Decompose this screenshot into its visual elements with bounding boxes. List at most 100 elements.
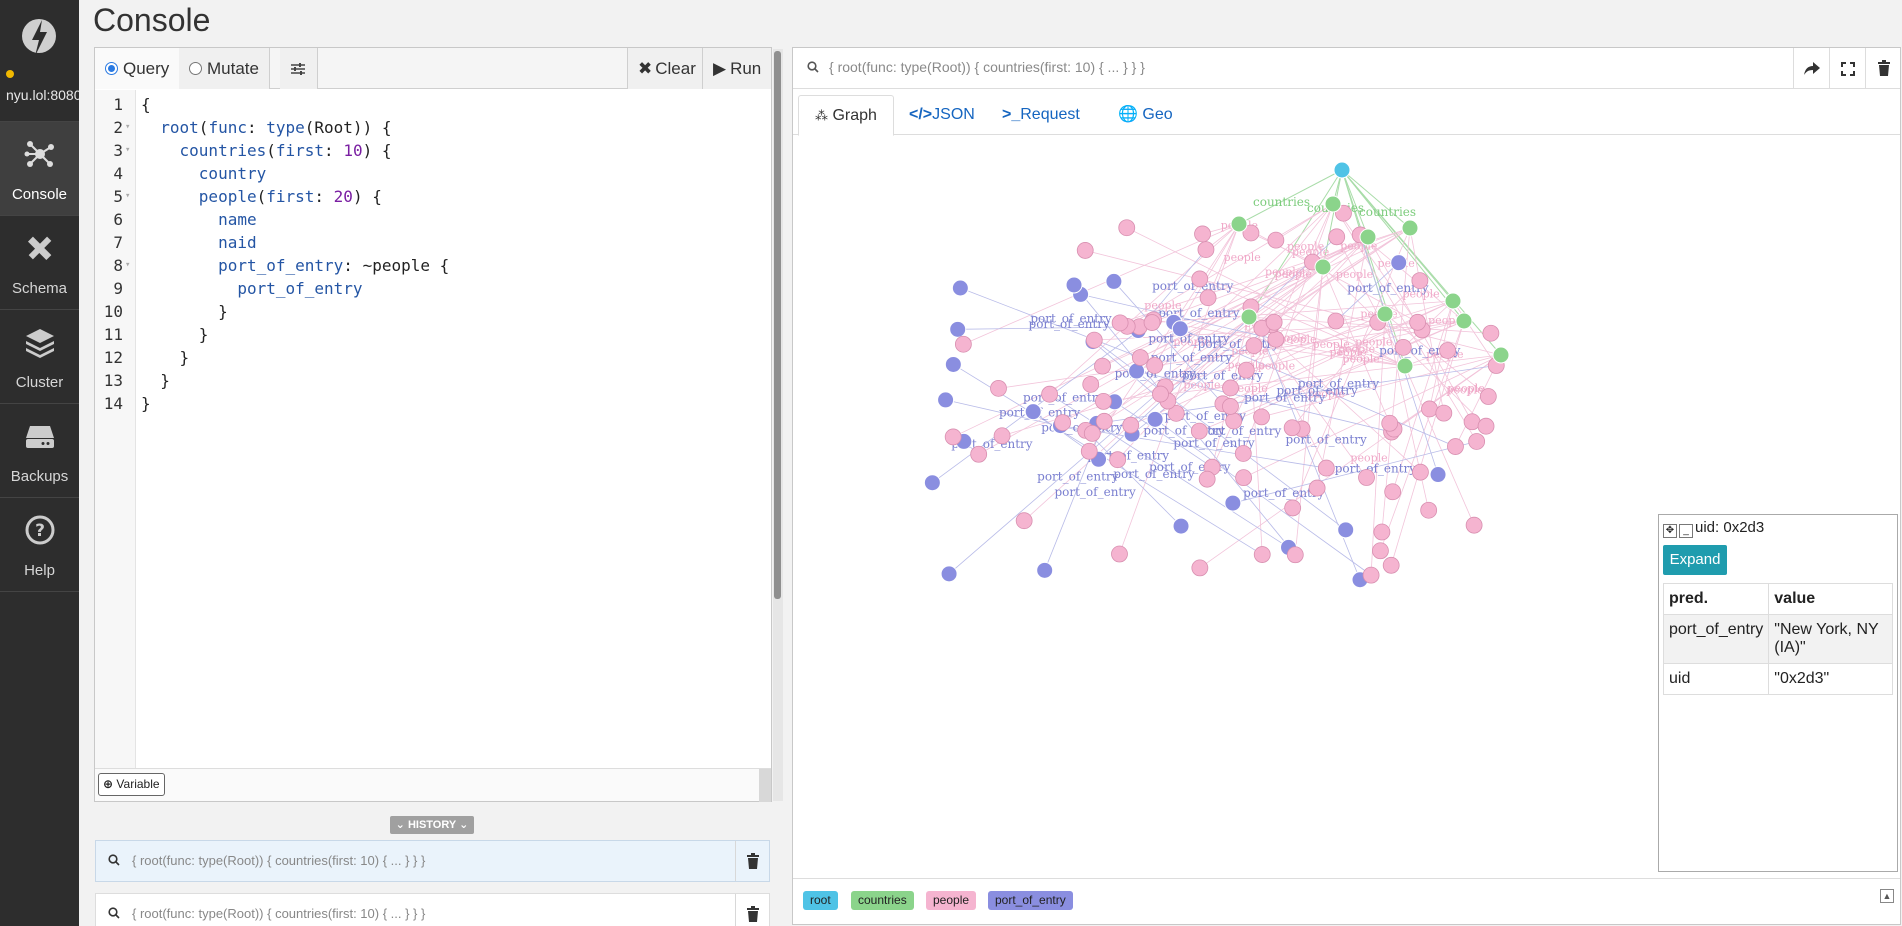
sidebar-item-cluster[interactable]: Cluster bbox=[0, 310, 79, 404]
code-line[interactable]: 4 country bbox=[95, 162, 755, 185]
code-line[interactable]: 14} bbox=[95, 392, 755, 415]
people-node[interactable] bbox=[1015, 512, 1033, 530]
country-node[interactable] bbox=[1240, 308, 1258, 326]
share-button[interactable] bbox=[1793, 48, 1829, 89]
people-node[interactable] bbox=[1286, 546, 1304, 564]
people-node[interactable] bbox=[1373, 523, 1391, 541]
people-node[interactable] bbox=[1122, 416, 1140, 434]
minimize-panel-icon[interactable]: _ bbox=[1679, 524, 1693, 538]
history-item[interactable]: { root(func: type(Root)) { countries(fir… bbox=[95, 840, 770, 882]
port-of-entry-node[interactable] bbox=[1065, 276, 1083, 294]
tab-json[interactable]: </>JSON bbox=[893, 95, 991, 136]
people-node[interactable] bbox=[1412, 463, 1429, 481]
people-node[interactable] bbox=[1190, 422, 1208, 440]
graph-canvas[interactable]: countriescountriescountriespeoplepeoplep… bbox=[793, 136, 1900, 877]
people-node[interactable] bbox=[1194, 225, 1211, 243]
port-of-entry-node[interactable] bbox=[1224, 494, 1242, 512]
port-of-entry-node[interactable] bbox=[1337, 521, 1355, 539]
port-of-entry-node[interactable] bbox=[944, 355, 962, 373]
people-node[interactable] bbox=[1242, 224, 1260, 242]
code-line[interactable]: 7 naid bbox=[95, 231, 755, 254]
fullscreen-button[interactable] bbox=[1829, 48, 1865, 89]
people-node[interactable] bbox=[1420, 501, 1438, 519]
people-node[interactable] bbox=[944, 428, 962, 446]
people-node[interactable] bbox=[1111, 314, 1129, 332]
expand-panel-icon[interactable]: ✥ bbox=[1663, 524, 1677, 538]
tab-request[interactable]: >_Request bbox=[986, 95, 1096, 136]
people-node[interactable] bbox=[954, 335, 972, 353]
people-node[interactable] bbox=[1198, 470, 1216, 488]
people-node[interactable] bbox=[1482, 324, 1500, 342]
tab-graph[interactable]: ⁂ Graph bbox=[798, 95, 894, 136]
expand-node-button[interactable]: Expand bbox=[1663, 545, 1727, 575]
mode-mutate-radio[interactable]: Mutate bbox=[179, 48, 270, 89]
fold-arrow-icon[interactable]: ▾ bbox=[125, 122, 131, 132]
people-node[interactable] bbox=[1085, 331, 1103, 349]
people-node[interactable] bbox=[1435, 404, 1453, 422]
people-node[interactable] bbox=[1237, 361, 1255, 379]
people-node[interactable] bbox=[1284, 499, 1302, 517]
people-node[interactable] bbox=[1094, 357, 1111, 375]
root-node[interactable] bbox=[1333, 161, 1351, 179]
code-line[interactable]: 1{ bbox=[95, 93, 755, 116]
people-node[interactable] bbox=[1409, 313, 1427, 331]
people-node[interactable] bbox=[1463, 413, 1481, 431]
people-node[interactable] bbox=[1362, 566, 1380, 584]
people-node[interactable] bbox=[1253, 546, 1271, 563]
people-node[interactable] bbox=[1131, 349, 1149, 366]
people-node[interactable] bbox=[1267, 231, 1285, 249]
people-node[interactable] bbox=[1479, 388, 1497, 405]
people-node[interactable] bbox=[1308, 479, 1326, 497]
port-of-entry-node[interactable] bbox=[1024, 403, 1042, 421]
people-node[interactable] bbox=[1465, 516, 1483, 534]
mode-query-radio[interactable]: Query bbox=[95, 48, 181, 89]
people-node[interactable] bbox=[1109, 451, 1127, 469]
delete-history-button[interactable] bbox=[735, 894, 769, 926]
people-node[interactable] bbox=[1447, 438, 1464, 455]
country-node[interactable] bbox=[1359, 228, 1377, 246]
people-node[interactable] bbox=[1143, 314, 1161, 331]
country-node[interactable] bbox=[1324, 195, 1342, 213]
sidebar-item-backups[interactable]: Backups bbox=[0, 404, 79, 498]
people-node[interactable] bbox=[1225, 412, 1243, 430]
people-node[interactable] bbox=[1421, 400, 1438, 418]
people-node[interactable] bbox=[1394, 338, 1412, 356]
result-query-summary[interactable]: { root(func: type(Root)) { countries(fir… bbox=[829, 59, 1145, 75]
people-node[interactable] bbox=[1222, 379, 1239, 397]
people-node[interactable] bbox=[1468, 433, 1486, 450]
sidebar-item-help[interactable]: ? Help bbox=[0, 498, 79, 592]
people-node[interactable] bbox=[1197, 241, 1215, 259]
port-of-entry-node[interactable] bbox=[949, 320, 967, 338]
people-node[interactable] bbox=[990, 379, 1007, 397]
people-node[interactable] bbox=[1384, 483, 1402, 501]
people-node[interactable] bbox=[1118, 219, 1136, 237]
editor-scrollbar[interactable] bbox=[773, 49, 783, 801]
people-node[interactable] bbox=[1439, 342, 1456, 359]
history-item[interactable]: { root(func: type(Root)) { countries(fir… bbox=[95, 893, 770, 926]
people-node[interactable] bbox=[1382, 556, 1400, 574]
port-of-entry-node[interactable] bbox=[1429, 466, 1447, 484]
country-node[interactable] bbox=[1396, 357, 1414, 375]
code-line[interactable]: 5 ▾ people(first: 20) { bbox=[95, 185, 755, 208]
country-node[interactable] bbox=[1455, 312, 1473, 330]
country-node[interactable] bbox=[1376, 305, 1394, 323]
people-node[interactable] bbox=[1372, 542, 1389, 560]
add-variable-button[interactable]: ⊕ Variable bbox=[98, 773, 165, 796]
people-node[interactable] bbox=[1041, 385, 1059, 403]
history-toggle[interactable]: ⌄ HISTORY ⌄ bbox=[390, 816, 474, 834]
sidebar-item-console[interactable]: Console bbox=[0, 122, 79, 216]
country-node[interactable] bbox=[1444, 292, 1462, 310]
country-node[interactable] bbox=[1230, 215, 1248, 233]
people-node[interactable] bbox=[1076, 242, 1094, 259]
code-line[interactable]: 10 } bbox=[95, 300, 755, 323]
sidebar-item-schema[interactable]: Schema bbox=[0, 216, 79, 310]
port-of-entry-node[interactable] bbox=[937, 391, 955, 409]
people-node[interactable] bbox=[1327, 312, 1345, 330]
country-node[interactable] bbox=[1401, 219, 1419, 237]
port-of-entry-node[interactable] bbox=[1172, 517, 1190, 535]
code-line[interactable]: 11 } bbox=[95, 323, 755, 346]
editor-settings-button[interactable] bbox=[280, 48, 318, 89]
country-node[interactable] bbox=[1492, 346, 1510, 364]
scrollbar-thumb[interactable] bbox=[774, 51, 781, 599]
code-line[interactable]: 9 port_of_entry bbox=[95, 277, 755, 300]
